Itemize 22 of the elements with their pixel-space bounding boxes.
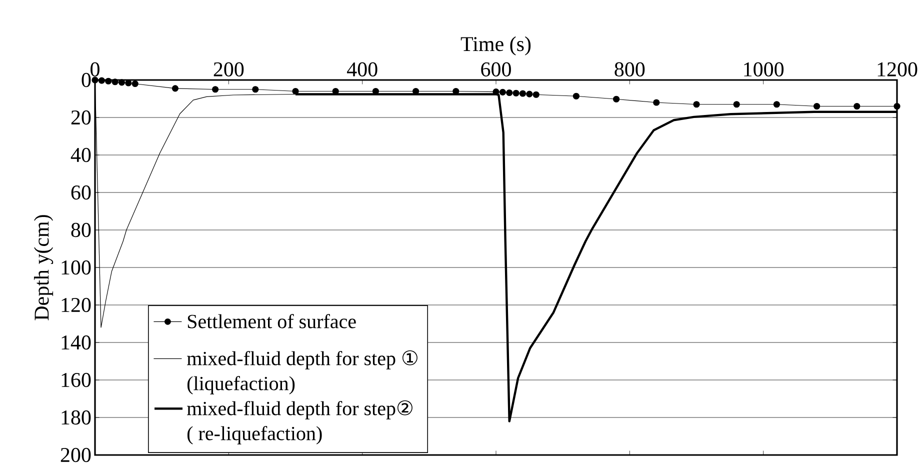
legend-label: mixed-fluid depth for step② ( re-liquefaction) [187, 400, 412, 444]
y-tick-label: 120 [62, 298, 91, 312]
legend-label: Settlement of surface [188, 314, 356, 328]
x-tick-label: 1000 [744, 62, 784, 76]
legend-label: mixed-fluid depth for step ① (liquefaction) [187, 350, 418, 394]
x-axis-title: Time (s) [460, 36, 531, 56]
y-tick-label: 20 [71, 110, 91, 125]
y-tick-label: 40 [70, 148, 91, 162]
y-tick-label: 0 [82, 72, 91, 88]
y-tick-label: 100 [62, 260, 91, 275]
x-tick-label: 1200 [878, 62, 918, 76]
y-tick-label: 160 [62, 372, 91, 388]
y-tick-label: 140 [62, 335, 91, 350]
x-tick-label: 200 [214, 62, 244, 76]
y-tick-label: 80 [71, 222, 91, 238]
y-tick-label: 60 [71, 185, 91, 200]
x-tick-label: 600 [481, 62, 511, 76]
y-tick-label: 180 [62, 410, 91, 425]
x-tick-label: 800 [614, 62, 645, 76]
y-tick-label: 200 [60, 448, 91, 462]
y-axis-title: Depth y(cm) [34, 215, 54, 320]
x-tick-label: 400 [346, 62, 378, 76]
